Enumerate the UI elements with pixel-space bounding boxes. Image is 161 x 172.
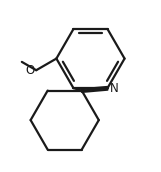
Text: N: N — [109, 82, 118, 95]
Text: O: O — [26, 64, 35, 77]
